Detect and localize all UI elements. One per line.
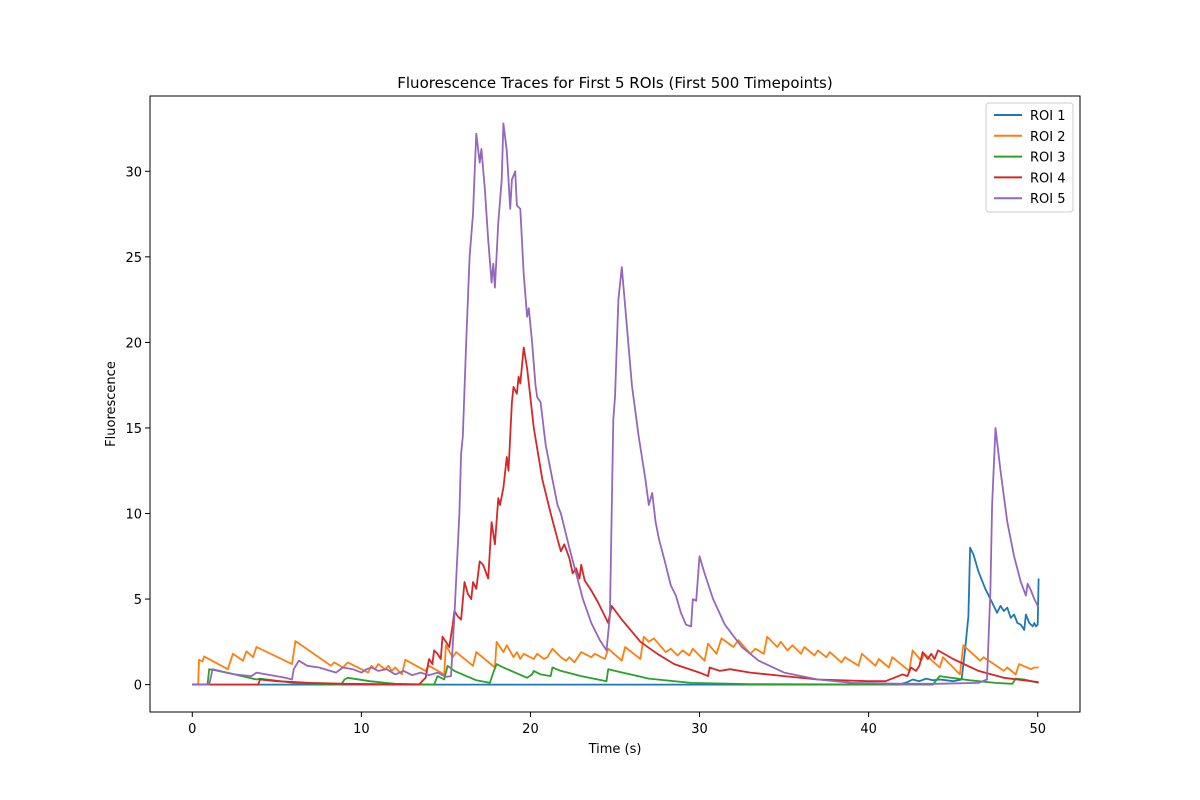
x-tick-label: 0 xyxy=(188,722,196,737)
y-tick-label: 30 xyxy=(125,165,142,180)
y-axis: 0 5 10 15 20 25 30 xyxy=(125,165,150,694)
legend-label: ROI 1 xyxy=(1030,109,1066,124)
y-tick-label: 5 xyxy=(134,593,142,608)
series-line-roi-5 xyxy=(192,122,1040,686)
plot-area xyxy=(192,122,1040,686)
series-line-roi-1 xyxy=(192,546,1040,686)
x-tick-label: 10 xyxy=(353,722,370,737)
legend-label: ROI 5 xyxy=(1030,192,1066,207)
series-line-roi-4 xyxy=(192,346,1039,686)
chart-title: Fluorescence Traces for First 5 ROIs (Fi… xyxy=(397,74,832,92)
y-tick-label: 15 xyxy=(125,422,142,437)
x-axis: 0 10 20 30 40 50 xyxy=(188,712,1046,737)
x-tick-label: 20 xyxy=(522,722,539,737)
y-tick-label: 20 xyxy=(125,336,142,351)
axes-frame xyxy=(149,95,1081,713)
legend-box xyxy=(985,102,1074,213)
legend: ROI 1 ROI 2 ROI 3 ROI 4 ROI 5 xyxy=(985,102,1074,213)
y-tick-label: 25 xyxy=(125,251,142,266)
x-tick-label: 30 xyxy=(691,722,708,737)
y-axis-label: Fluorescence xyxy=(104,361,119,447)
legend-label: ROI 2 xyxy=(1030,130,1066,145)
x-tick-label: 40 xyxy=(860,722,877,737)
y-tick-label: 10 xyxy=(125,508,142,523)
y-tick-label: 0 xyxy=(134,679,142,694)
x-tick-label: 50 xyxy=(1029,722,1046,737)
x-axis-label: Time (s) xyxy=(588,742,642,757)
legend-label: ROI 4 xyxy=(1030,171,1066,186)
legend-label: ROI 3 xyxy=(1030,151,1066,166)
